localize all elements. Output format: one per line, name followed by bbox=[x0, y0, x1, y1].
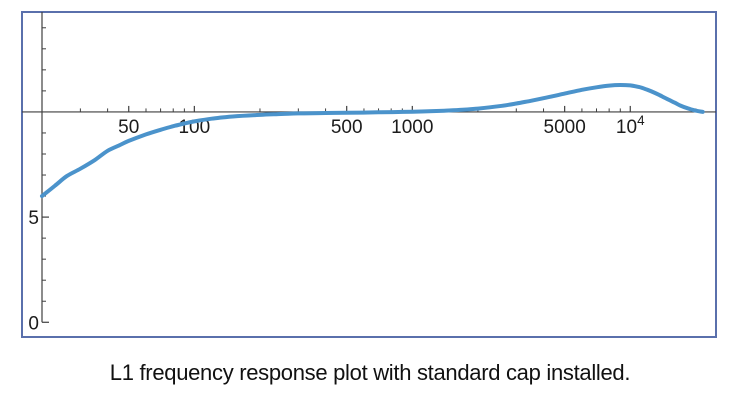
figure-caption: L1 frequency response plot with standard… bbox=[109, 360, 631, 385]
x-tick-label-500: 500 bbox=[331, 117, 363, 138]
x-tick-label-1000: 1000 bbox=[391, 117, 433, 138]
y-tick-label--10: 0 bbox=[28, 313, 39, 334]
x-tick-label-5000: 5000 bbox=[544, 117, 586, 138]
response-curve bbox=[40, 83, 705, 199]
plot-frame bbox=[21, 11, 717, 338]
x-tick-label-10000: 104 bbox=[616, 113, 645, 138]
x-tick-label-50: 50 bbox=[118, 117, 139, 138]
y-tick-label--5: 5 bbox=[28, 208, 39, 229]
